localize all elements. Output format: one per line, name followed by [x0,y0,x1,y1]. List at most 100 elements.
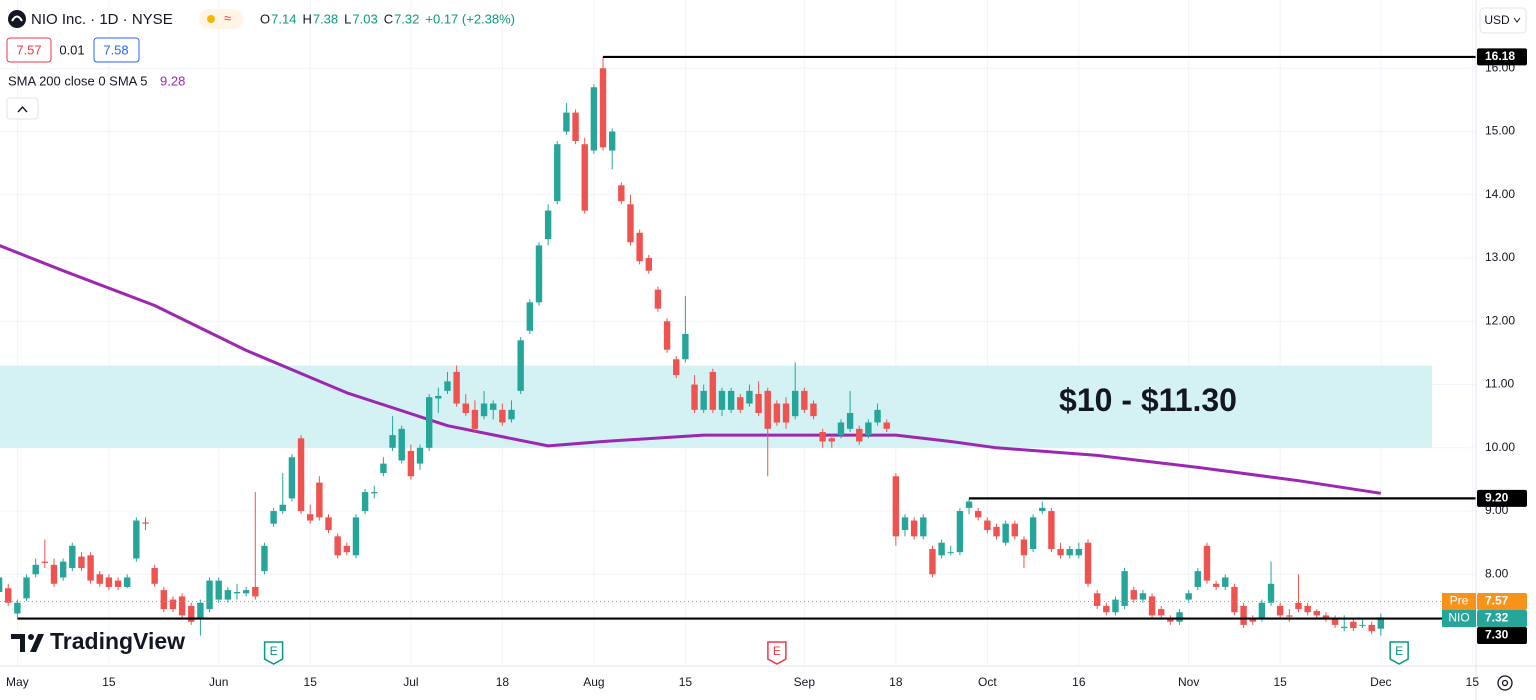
candle-body [50,564,58,584]
candle-body [709,371,717,410]
earnings-label: E [773,644,781,658]
candle-body [856,428,863,442]
candle-body [1130,590,1137,600]
candle-body [608,131,616,151]
candle-body [188,605,195,622]
indicator-value: 9.28 [160,73,185,88]
candle-body [755,394,762,414]
candle-body [297,438,305,512]
candle-body [5,588,12,603]
candle-body [444,381,451,391]
candle-body [453,371,460,404]
candle-body [1158,609,1165,616]
candle-body [0,577,3,592]
candle-body [819,431,826,442]
candle-body [380,463,387,474]
bid-box[interactable] [6,37,52,63]
candle-body [618,185,625,202]
market-icon [207,15,215,23]
x-tick-label: May [6,675,29,689]
x-tick-label: 15 [1273,675,1287,689]
status-icon: ≈ [224,10,231,25]
price-tag-bg [1477,609,1527,627]
ask-box[interactable] [93,37,140,63]
candle-body [197,602,204,619]
candle-body [343,545,351,553]
candle-body [1359,624,1366,626]
x-tick-label: Aug [583,675,604,689]
candle-body [1103,605,1110,613]
candle-body [242,590,250,594]
candle-body [416,447,424,464]
x-tick-label: 18 [889,675,903,689]
currency-caret [1513,17,1521,23]
candle-body [480,403,488,417]
candle-body [508,409,515,420]
candle-body [105,577,113,587]
candle-body [1295,602,1302,610]
candle-body [87,555,94,581]
candle-body [718,390,726,410]
candle-body [984,520,991,531]
candle-body [544,210,552,240]
candle-body [352,517,360,556]
earnings-marker [1389,641,1409,665]
candle-body [554,144,561,202]
price-tag: 9.20 [1485,491,1509,505]
earnings-marker [263,641,284,665]
plot-area [0,0,1476,666]
candle-body [1112,599,1119,613]
candle-body [316,482,323,518]
candle-body [1203,545,1211,581]
candle-body [673,359,680,376]
candle-body [910,520,918,537]
watermark-logo [11,634,44,652]
candle-body [956,511,964,553]
candle-body [901,517,909,531]
candle-body [700,390,707,410]
earnings-label: E [270,644,278,658]
candle-body [590,87,598,151]
candle-body [1176,612,1183,622]
candle-body [233,592,241,594]
watermark: TradingView [50,628,185,654]
candle-body [691,384,698,410]
ohlc-label: H [302,11,311,26]
y-tick-label: 14.00 [1485,187,1515,201]
y-tick-label: 12.00 [1485,313,1515,327]
candle-body [581,144,588,211]
candle-body [224,590,232,600]
candle-body [1249,618,1256,622]
candle-body [261,545,268,572]
indicator-name: SMA 200 close 0 SMA 5 [8,73,147,88]
candle-body [23,577,30,599]
candle-body [490,403,497,410]
x-tick-label: 15 [1466,675,1480,689]
collapse-button[interactable] [6,97,39,120]
x-tick-label: 15 [102,675,116,689]
candle-body [471,409,479,429]
x-tick-label: 16 [1072,675,1086,689]
candle-body [169,599,177,610]
currency: USD [1484,13,1510,27]
price-tag: 7.57 [1485,594,1509,608]
price-tag-bg [1477,592,1527,610]
y-tick-label: 15.00 [1485,124,1515,138]
candle-body [435,395,442,399]
candle-body [636,232,643,262]
candle-body [1121,571,1128,606]
currency-button[interactable] [1479,7,1527,34]
ohlc-label: L [344,11,351,26]
indicator-line [0,244,1382,495]
settings-button[interactable] [1497,675,1513,691]
candle-body [325,517,332,531]
candle-body [563,112,570,132]
candle-body [746,390,753,404]
candle-body [1194,571,1202,587]
candle-body [627,204,634,243]
earnings-marker [767,641,787,665]
candle-body [828,438,835,442]
candle-body [1057,548,1064,556]
